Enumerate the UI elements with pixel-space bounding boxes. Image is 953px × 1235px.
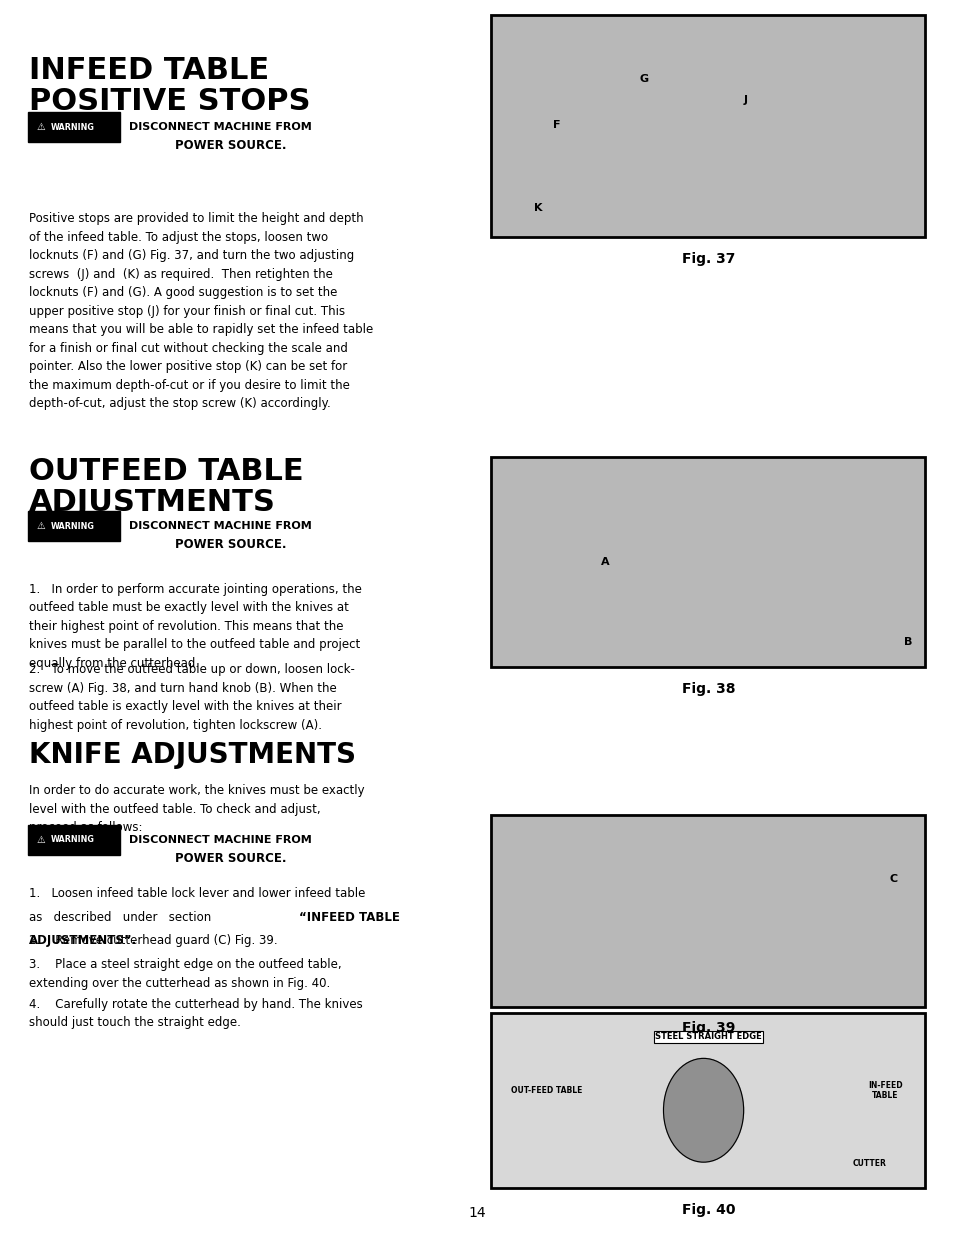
Text: J: J [743,95,747,105]
Text: 2.   To move the outfeed table up or down, loosen lock-
screw (A) Fig. 38, and t: 2. To move the outfeed table up or down,… [29,663,355,731]
Text: Fig. 40: Fig. 40 [680,1203,735,1216]
Text: WARNING: WARNING [51,521,94,531]
FancyBboxPatch shape [491,1013,924,1188]
Text: ⚠: ⚠ [36,835,45,845]
Text: 1.   In order to perform accurate jointing operations, the
outfeed table must be: 1. In order to perform accurate jointing… [29,583,361,669]
Text: ADJUSTMENTS”.: ADJUSTMENTS”. [29,934,136,947]
Text: DISCONNECT MACHINE FROM: DISCONNECT MACHINE FROM [129,835,312,845]
Text: ⚠: ⚠ [36,122,45,132]
Text: WARNING: WARNING [51,835,94,845]
FancyBboxPatch shape [28,825,120,855]
Text: ⚠: ⚠ [36,521,45,531]
Text: B: B [903,637,912,647]
Text: DISCONNECT MACHINE FROM: DISCONNECT MACHINE FROM [129,521,312,531]
Text: 2.    Remove cutterhead guard (C) Fig. 39.: 2. Remove cutterhead guard (C) Fig. 39. [29,934,277,947]
Text: IN-FEED
TABLE: IN-FEED TABLE [867,1081,902,1100]
Text: POWER SOURCE.: POWER SOURCE. [174,140,286,152]
Text: 14: 14 [468,1207,485,1220]
FancyBboxPatch shape [491,815,924,1007]
Text: POWER SOURCE.: POWER SOURCE. [174,538,286,551]
Text: Fig. 37: Fig. 37 [681,252,734,266]
Text: POWER SOURCE.: POWER SOURCE. [174,852,286,864]
Text: 1.   Loosen infeed table lock lever and lower infeed table: 1. Loosen infeed table lock lever and lo… [29,887,365,900]
Text: Fig. 38: Fig. 38 [680,682,735,695]
Text: WARNING: WARNING [51,122,94,132]
Text: INFEED TABLE
POSITIVE STOPS: INFEED TABLE POSITIVE STOPS [29,56,310,116]
Text: CUTTER: CUTTER [852,1160,886,1168]
Text: G: G [639,74,648,84]
Text: K: K [534,203,542,212]
Text: Positive stops are provided to limit the height and depth
of the infeed table. T: Positive stops are provided to limit the… [29,212,373,410]
FancyBboxPatch shape [491,457,924,667]
Text: 3.    Place a steel straight edge on the outfeed table,
extending over the cutte: 3. Place a steel straight edge on the ou… [29,958,341,990]
Text: OUT-FEED TABLE: OUT-FEED TABLE [511,1086,581,1095]
Text: KNIFE ADJUSTMENTS: KNIFE ADJUSTMENTS [29,741,355,769]
Text: A: A [600,557,609,567]
FancyBboxPatch shape [491,15,924,237]
Text: Fig. 39: Fig. 39 [681,1021,734,1035]
Text: as   described   under   section: as described under section [29,911,222,925]
Text: In order to do accurate work, the knives must be exactly
level with the outfeed : In order to do accurate work, the knives… [29,784,364,834]
Circle shape [663,1058,743,1162]
Text: F: F [553,120,560,130]
Text: 4.    Carefully rotate the cutterhead by hand. The knives
should just touch the : 4. Carefully rotate the cutterhead by ha… [29,998,362,1030]
Text: “INFEED TABLE: “INFEED TABLE [298,911,399,925]
FancyBboxPatch shape [28,112,120,142]
Text: C: C [888,874,897,884]
Text: STEEL STRAIGHT EDGE: STEEL STRAIGHT EDGE [655,1032,760,1041]
FancyBboxPatch shape [28,511,120,541]
Text: DISCONNECT MACHINE FROM: DISCONNECT MACHINE FROM [129,122,312,132]
Text: OUTFEED TABLE
ADJUSTMENTS: OUTFEED TABLE ADJUSTMENTS [29,457,303,517]
